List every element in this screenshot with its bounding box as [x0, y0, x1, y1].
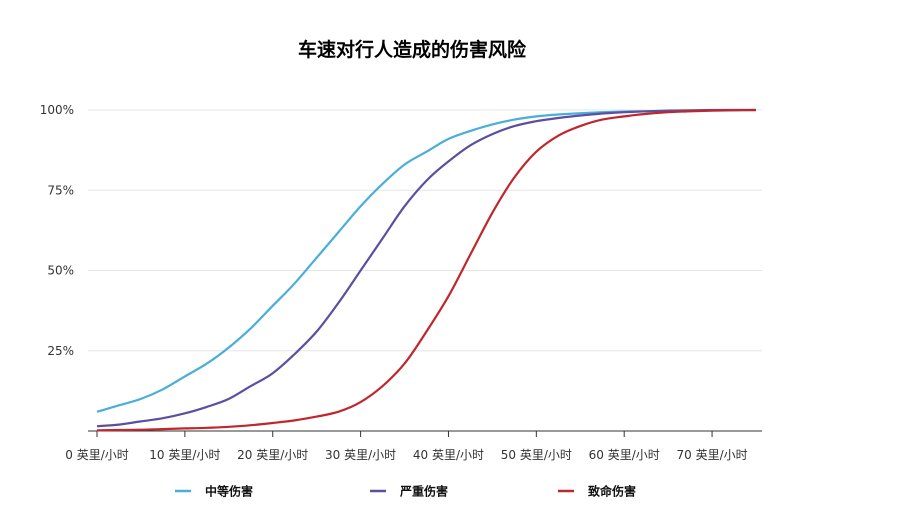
x-tick-label: 10 英里/小时	[149, 448, 220, 462]
series-line	[96, 108, 757, 413]
series-line	[96, 108, 756, 428]
legend-label: 严重伤害	[399, 484, 448, 499]
x-tick-label: 70 英里/小时	[676, 448, 747, 462]
x-tick-label: 0 英里/小时	[65, 448, 129, 462]
x-tick-label: 40 英里/小时	[413, 448, 484, 462]
x-tick-label: 30 英里/小时	[325, 448, 396, 462]
grid	[88, 109, 762, 352]
y-tick-label: 100%	[40, 103, 74, 117]
y-tick-label: 50%	[47, 264, 74, 278]
x-tick-label: 50 英里/小时	[501, 448, 572, 462]
x-tick-label: 20 英里/小时	[237, 448, 308, 462]
y-tick-label: 25%	[47, 344, 74, 358]
legend-label: 致命伤害	[588, 484, 636, 499]
chart-title: 车速对行人造成的伤害风险	[298, 38, 527, 61]
y-axis-ticks: 25% 50% 75% 100%	[40, 103, 74, 358]
legend: 中等伤害 严重伤害 致命伤害	[175, 484, 636, 499]
x-axis: 0 英里/小时 10 英里/小时 20 英里/小时 30 英里/小时 40 英里/小时 5…	[65, 430, 762, 462]
legend-label: 中等伤害	[205, 484, 253, 499]
series-lines	[96, 108, 757, 432]
y-tick-label: 75%	[47, 183, 74, 197]
x-tick-label: 60 英里/小时	[589, 448, 660, 462]
series-line	[96, 108, 757, 432]
